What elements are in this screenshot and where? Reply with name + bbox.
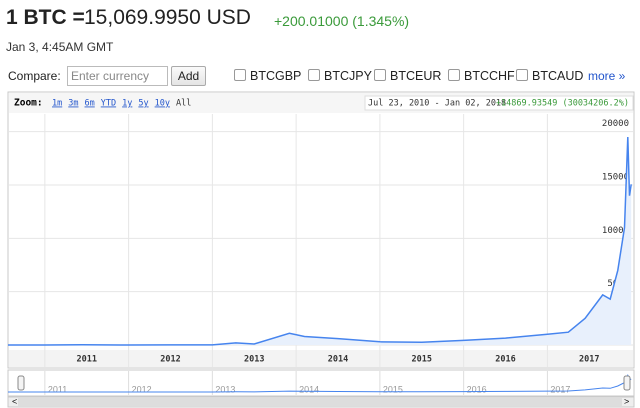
- price: 15,069.9950 USD: [84, 6, 251, 29]
- navigator-label: 2013: [215, 384, 235, 394]
- scroll-right[interactable]: >: [624, 396, 629, 406]
- option-label: BTCGBP: [250, 69, 302, 83]
- navigator-label: 2014: [299, 384, 319, 394]
- scroll-left[interactable]: <: [12, 396, 17, 406]
- price-line: [8, 136, 632, 346]
- compare-option[interactable]: BTCJPY: [308, 69, 372, 83]
- y-tick-label: 20000: [602, 119, 629, 129]
- y-tick-label: 15000: [602, 173, 629, 183]
- x-axis-band: [9, 350, 633, 367]
- navigator-label: 2012: [132, 384, 152, 394]
- navigator-line: [8, 373, 632, 393]
- x-tick-label: 2014: [328, 355, 348, 365]
- zoom-label: Zoom:: [14, 98, 43, 109]
- zoom-option[interactable]: 5y: [138, 99, 148, 109]
- option-label: BTCEUR: [390, 69, 442, 83]
- option-label: BTCCHF: [464, 69, 515, 83]
- x-tick-label: 2017: [579, 355, 599, 365]
- chart-frame: [7, 91, 635, 369]
- range-dates: Jul 23, 2010 - Jan 02, 2018: [368, 99, 506, 109]
- x-tick-label: 2012: [160, 355, 180, 365]
- zoom-option[interactable]: 3m: [68, 99, 78, 109]
- checkbox[interactable]: [516, 69, 528, 81]
- compare-input[interactable]: Enter currency: [67, 66, 168, 86]
- x-tick-label: 2015: [412, 355, 432, 365]
- checkbox[interactable]: [234, 69, 246, 81]
- range-box: [364, 95, 634, 111]
- range-change: +14869.93549 (30034206.2%): [496, 99, 629, 109]
- navigator-label: 2016: [467, 384, 487, 394]
- y-tick-label: 10000: [602, 226, 629, 236]
- zoom-option[interactable]: 10y: [155, 99, 170, 109]
- add-button[interactable]: Add: [171, 66, 206, 86]
- x-tick-label: 2011: [76, 355, 96, 365]
- x-tick-label: 2013: [244, 355, 264, 365]
- zoom-option[interactable]: 1y: [122, 99, 132, 109]
- price-change: +200.01000 (1.345%): [274, 13, 410, 29]
- option-label: BTCJPY: [324, 69, 372, 83]
- more-link[interactable]: more »: [588, 69, 626, 83]
- zoom-option[interactable]: All: [176, 99, 191, 109]
- checkbox[interactable]: [374, 69, 386, 81]
- navigator-handle[interactable]: [17, 375, 25, 391]
- compare-label: Compare:: [8, 69, 61, 83]
- navigator-label: 2011: [48, 384, 67, 394]
- navigator-handle[interactable]: [623, 375, 631, 391]
- checkbox[interactable]: [448, 69, 460, 81]
- zoom-option[interactable]: 6m: [85, 99, 95, 109]
- navigator-label: 2015: [383, 384, 403, 394]
- compare-option[interactable]: BTCAUD: [516, 69, 583, 83]
- timestamp: Jan 3, 4:45AM GMT: [6, 40, 114, 54]
- pair: 1 BTC =: [6, 6, 85, 29]
- scroll-thumb[interactable]: [18, 398, 622, 406]
- compare-option[interactable]: BTCGBP: [234, 69, 301, 83]
- navigator-label: 2017: [550, 384, 570, 394]
- checkbox[interactable]: [308, 69, 320, 81]
- option-label: BTCAUD: [532, 69, 584, 83]
- zoom-option[interactable]: 1m: [52, 99, 62, 109]
- compare-option[interactable]: BTCEUR: [374, 69, 441, 83]
- x-tick-label: 2016: [495, 355, 515, 365]
- zoom-option[interactable]: YTD: [101, 99, 116, 109]
- compare-option[interactable]: BTCCHF: [448, 69, 515, 83]
